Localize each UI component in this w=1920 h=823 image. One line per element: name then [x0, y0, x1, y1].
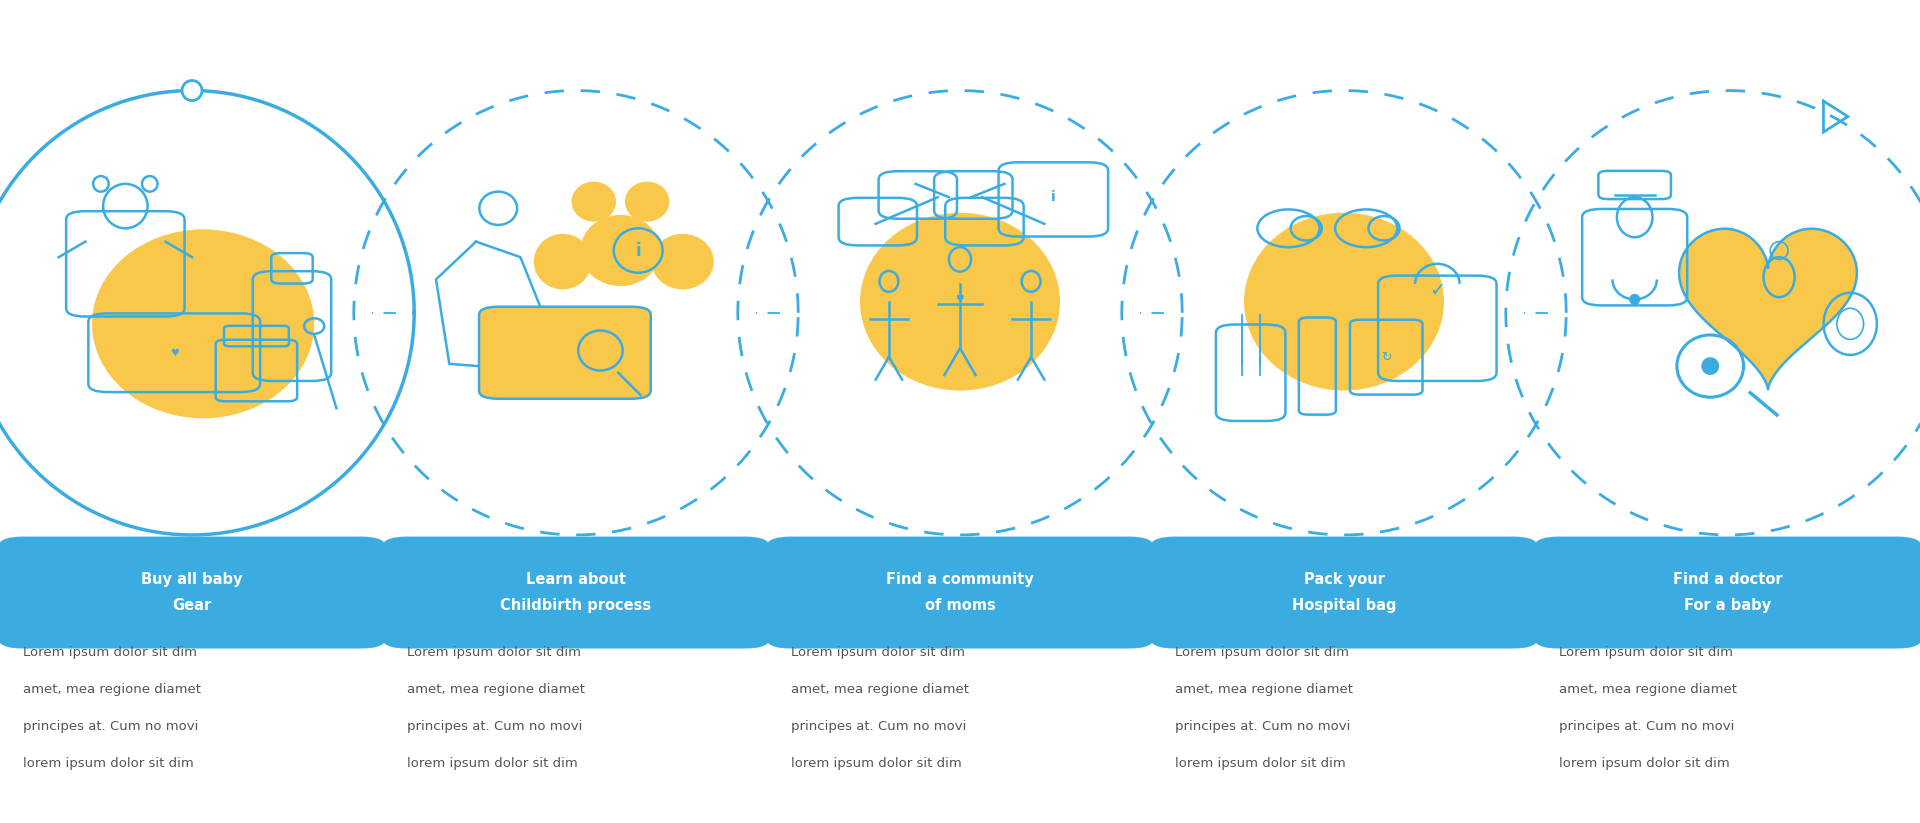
- Text: lorem ipsum dolor sit dim: lorem ipsum dolor sit dim: [791, 757, 962, 770]
- Text: Lorem ipsum dolor sit dim: Lorem ipsum dolor sit dim: [23, 646, 198, 659]
- Text: lorem ipsum dolor sit dim: lorem ipsum dolor sit dim: [1559, 757, 1730, 770]
- Text: ↻: ↻: [1380, 351, 1392, 364]
- Text: i: i: [1050, 190, 1056, 204]
- Text: amet, mea regione diamet: amet, mea regione diamet: [23, 683, 202, 696]
- Text: ✓: ✓: [1428, 281, 1446, 300]
- Text: amet, mea regione diamet: amet, mea regione diamet: [1175, 683, 1354, 696]
- Ellipse shape: [1701, 357, 1718, 375]
- Text: amet, mea regione diamet: amet, mea regione diamet: [407, 683, 586, 696]
- Ellipse shape: [182, 81, 202, 100]
- FancyBboxPatch shape: [382, 537, 770, 649]
- Ellipse shape: [624, 182, 670, 221]
- Ellipse shape: [580, 215, 660, 286]
- Text: principes at. Cum no movi: principes at. Cum no movi: [23, 720, 198, 733]
- Text: lorem ipsum dolor sit dim: lorem ipsum dolor sit dim: [407, 757, 578, 770]
- Text: of moms: of moms: [925, 597, 995, 613]
- Text: ♥: ♥: [956, 295, 964, 305]
- Text: Hospital bag: Hospital bag: [1292, 597, 1396, 613]
- Ellipse shape: [92, 230, 315, 418]
- Ellipse shape: [534, 234, 591, 290]
- Text: Lorem ipsum dolor sit dim: Lorem ipsum dolor sit dim: [1175, 646, 1350, 659]
- Ellipse shape: [1628, 294, 1640, 305]
- Ellipse shape: [651, 234, 714, 290]
- Text: lorem ipsum dolor sit dim: lorem ipsum dolor sit dim: [23, 757, 194, 770]
- Text: Lorem ipsum dolor sit dim: Lorem ipsum dolor sit dim: [1559, 646, 1734, 659]
- Text: lorem ipsum dolor sit dim: lorem ipsum dolor sit dim: [1175, 757, 1346, 770]
- Text: Pack your: Pack your: [1304, 572, 1384, 588]
- Text: Lorem ipsum dolor sit dim: Lorem ipsum dolor sit dim: [407, 646, 582, 659]
- Text: principes at. Cum no movi: principes at. Cum no movi: [791, 720, 966, 733]
- Ellipse shape: [572, 182, 616, 221]
- Text: principes at. Cum no movi: principes at. Cum no movi: [407, 720, 582, 733]
- Text: i: i: [636, 241, 641, 259]
- Text: amet, mea regione diamet: amet, mea regione diamet: [1559, 683, 1738, 696]
- Polygon shape: [1680, 229, 1857, 389]
- Text: ♥: ♥: [169, 348, 179, 358]
- FancyBboxPatch shape: [0, 537, 386, 649]
- Ellipse shape: [860, 213, 1060, 391]
- FancyBboxPatch shape: [1150, 537, 1538, 649]
- Text: Learn about: Learn about: [526, 572, 626, 588]
- Text: Find a community: Find a community: [887, 572, 1033, 588]
- Text: Gear: Gear: [173, 597, 211, 613]
- FancyBboxPatch shape: [766, 537, 1154, 649]
- Text: principes at. Cum no movi: principes at. Cum no movi: [1175, 720, 1350, 733]
- Text: principes at. Cum no movi: principes at. Cum no movi: [1559, 720, 1734, 733]
- Ellipse shape: [1244, 213, 1444, 391]
- Text: Find a doctor: Find a doctor: [1672, 572, 1784, 588]
- FancyBboxPatch shape: [478, 307, 651, 399]
- FancyBboxPatch shape: [1534, 537, 1920, 649]
- Text: For a baby: For a baby: [1684, 597, 1772, 613]
- Text: Buy all baby: Buy all baby: [142, 572, 242, 588]
- Text: Childbirth process: Childbirth process: [501, 597, 651, 613]
- Text: amet, mea regione diamet: amet, mea regione diamet: [791, 683, 970, 696]
- Text: Lorem ipsum dolor sit dim: Lorem ipsum dolor sit dim: [791, 646, 966, 659]
